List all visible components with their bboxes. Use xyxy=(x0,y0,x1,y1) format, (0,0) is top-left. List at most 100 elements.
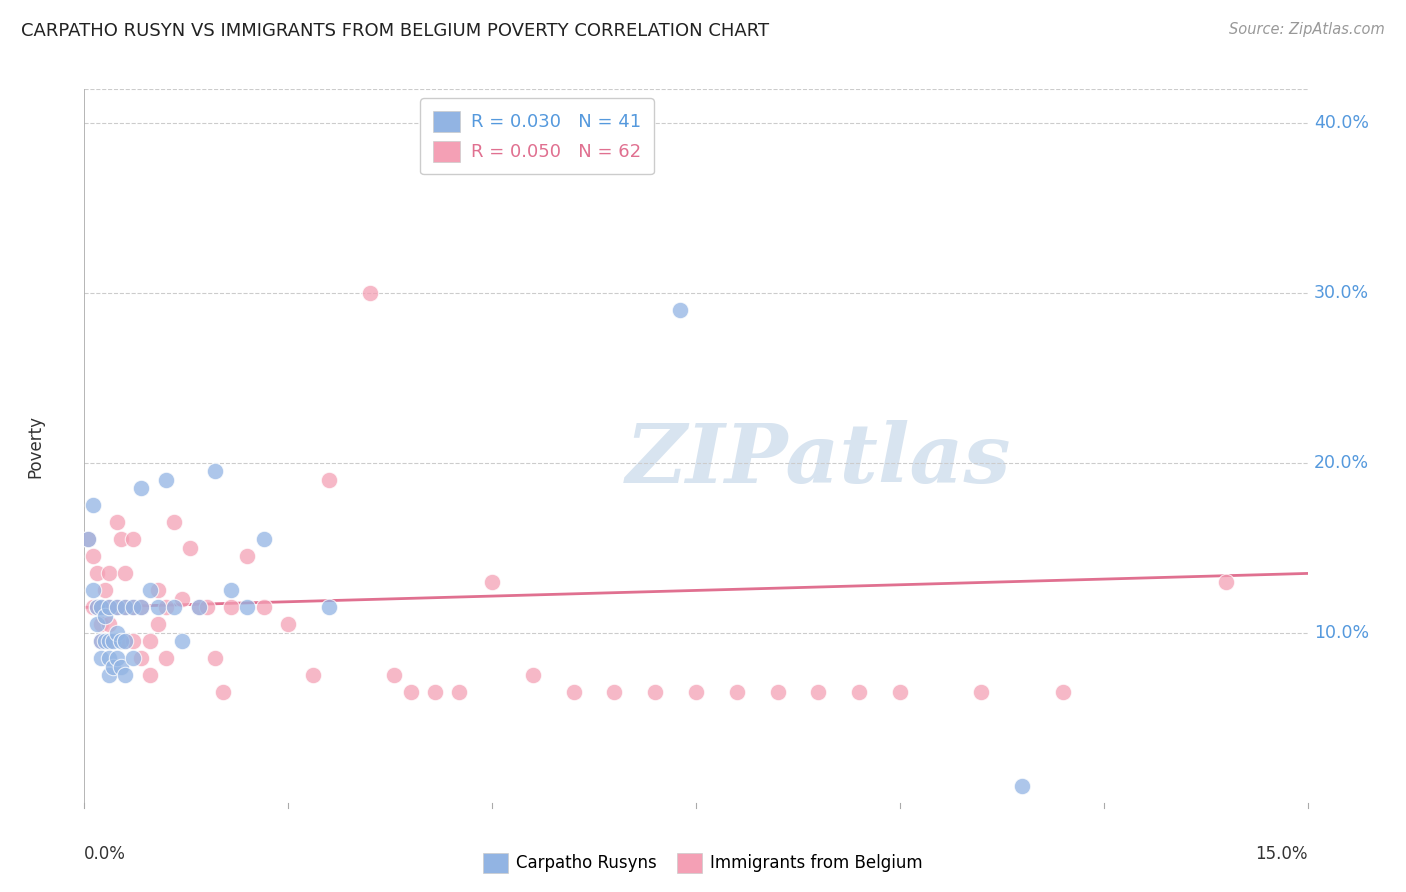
Point xyxy=(253,533,276,547)
Point xyxy=(97,617,120,632)
Point xyxy=(110,634,132,648)
Text: 0.0%: 0.0% xyxy=(84,846,127,863)
Point xyxy=(318,473,340,487)
Point xyxy=(562,685,585,699)
Point xyxy=(1011,779,1033,793)
Point xyxy=(82,499,104,513)
Point xyxy=(93,608,115,623)
Point xyxy=(93,634,115,648)
Point xyxy=(187,600,209,615)
Point xyxy=(253,600,276,615)
Point xyxy=(685,685,707,699)
Point xyxy=(179,541,201,555)
Point xyxy=(138,583,160,598)
Point xyxy=(90,617,112,632)
Point xyxy=(423,685,446,699)
Point xyxy=(163,600,186,615)
Text: Source: ZipAtlas.com: Source: ZipAtlas.com xyxy=(1229,22,1385,37)
Point xyxy=(449,685,471,699)
Point xyxy=(77,533,100,547)
Point xyxy=(122,651,145,665)
Text: Poverty: Poverty xyxy=(27,415,45,477)
Point xyxy=(195,600,218,615)
Point xyxy=(163,516,186,530)
Point xyxy=(114,566,136,581)
Point xyxy=(131,482,153,496)
Legend: R = 0.030   N = 41, R = 0.050   N = 62: R = 0.030 N = 41, R = 0.050 N = 62 xyxy=(420,98,654,174)
Point xyxy=(146,600,169,615)
Point xyxy=(105,651,128,665)
Point xyxy=(97,634,120,648)
Point xyxy=(131,651,153,665)
Point xyxy=(146,617,169,632)
Point xyxy=(114,668,136,682)
Point xyxy=(359,286,381,301)
Point xyxy=(318,600,340,615)
Point xyxy=(807,685,830,699)
Point xyxy=(848,685,870,699)
Point xyxy=(122,634,145,648)
Point xyxy=(481,574,503,589)
Point xyxy=(101,660,124,674)
Point xyxy=(82,600,104,615)
Point xyxy=(1052,685,1074,699)
Text: 30.0%: 30.0% xyxy=(1313,284,1369,302)
Text: 15.0%: 15.0% xyxy=(1256,846,1308,863)
Point xyxy=(82,583,104,598)
Point xyxy=(172,591,194,606)
Point xyxy=(122,600,145,615)
Point xyxy=(90,634,112,648)
Point xyxy=(97,634,120,648)
Point xyxy=(889,685,911,699)
Point xyxy=(1215,574,1237,589)
Legend: Carpatho Rusyns, Immigrants from Belgium: Carpatho Rusyns, Immigrants from Belgium xyxy=(477,847,929,880)
Point xyxy=(122,533,145,547)
Point xyxy=(97,600,120,615)
Point xyxy=(399,685,422,699)
Point xyxy=(204,465,226,479)
Text: 40.0%: 40.0% xyxy=(1313,114,1368,132)
Text: 20.0%: 20.0% xyxy=(1313,454,1369,472)
Point xyxy=(93,583,115,598)
Point xyxy=(86,617,108,632)
Point xyxy=(236,549,259,564)
Point xyxy=(382,668,405,682)
Point xyxy=(668,303,690,318)
Point xyxy=(219,600,242,615)
Point xyxy=(105,600,128,615)
Point xyxy=(105,516,128,530)
Point xyxy=(155,473,177,487)
Point xyxy=(86,600,108,615)
Point xyxy=(131,600,153,615)
Point xyxy=(603,685,626,699)
Point xyxy=(114,600,136,615)
Point xyxy=(301,668,323,682)
Point xyxy=(138,668,160,682)
Point xyxy=(122,600,145,615)
Text: CARPATHO RUSYN VS IMMIGRANTS FROM BELGIUM POVERTY CORRELATION CHART: CARPATHO RUSYN VS IMMIGRANTS FROM BELGIU… xyxy=(21,22,769,40)
Point xyxy=(187,600,209,615)
Point xyxy=(97,566,120,581)
Point xyxy=(204,651,226,665)
Point xyxy=(90,651,112,665)
Point xyxy=(522,668,544,682)
Point xyxy=(101,634,124,648)
Point xyxy=(138,634,160,648)
Point xyxy=(90,600,112,615)
Point xyxy=(105,626,128,640)
Point xyxy=(77,533,100,547)
Point xyxy=(212,685,235,699)
Point xyxy=(970,685,993,699)
Point xyxy=(725,685,748,699)
Point xyxy=(766,685,789,699)
Point xyxy=(644,685,666,699)
Point xyxy=(114,634,136,648)
Point xyxy=(236,600,259,615)
Point xyxy=(82,549,104,564)
Point xyxy=(105,600,128,615)
Point xyxy=(97,600,120,615)
Point xyxy=(172,634,194,648)
Text: 10.0%: 10.0% xyxy=(1313,624,1369,642)
Point xyxy=(114,634,136,648)
Text: ZIPatlas: ZIPatlas xyxy=(626,420,1011,500)
